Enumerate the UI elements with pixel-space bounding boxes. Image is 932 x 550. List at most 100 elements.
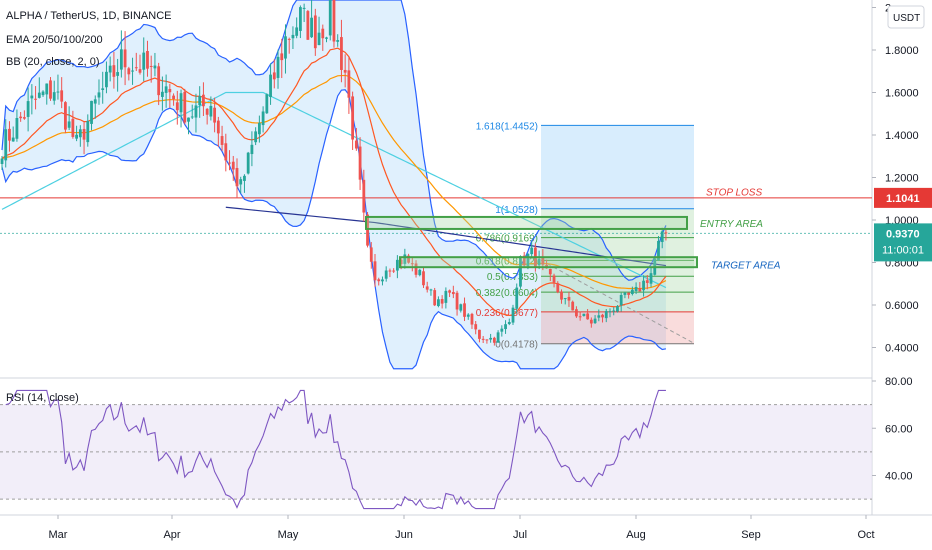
fib-level-label: 0.786(0.9169) bbox=[476, 234, 538, 245]
candle-body bbox=[172, 95, 175, 100]
candle-body bbox=[470, 313, 474, 325]
candle-body bbox=[261, 111, 265, 126]
candle-body bbox=[560, 291, 563, 300]
candle-body bbox=[183, 91, 187, 123]
candle-body bbox=[216, 120, 220, 134]
candle-body bbox=[616, 306, 619, 312]
candle-body bbox=[556, 283, 560, 293]
candle-body bbox=[187, 117, 190, 122]
rsi-legend: RSI (14, close) bbox=[6, 392, 79, 404]
fib-level-label: 0.618(0.8102) bbox=[476, 256, 538, 267]
bollinger-band-fill bbox=[2, 0, 666, 369]
candle-body bbox=[541, 257, 545, 265]
time-tick-label: May bbox=[278, 529, 299, 541]
candle-body bbox=[160, 91, 164, 97]
candle-body bbox=[179, 93, 183, 113]
time-tick-label: Jun bbox=[395, 529, 413, 541]
candle-body bbox=[358, 146, 362, 180]
time-tick-label: Oct bbox=[857, 529, 874, 541]
candle-body bbox=[638, 288, 642, 292]
candle-body bbox=[511, 307, 515, 323]
rsi-tick-label: 60.00 bbox=[885, 423, 913, 435]
candle-body bbox=[481, 338, 485, 340]
candle-body bbox=[351, 96, 355, 140]
candle-body bbox=[425, 286, 429, 290]
candle-body bbox=[112, 65, 116, 77]
currency-button-label: USDT bbox=[893, 13, 920, 24]
time-tick-label: Aug bbox=[626, 529, 646, 541]
symbol-title: ALPHA / TetherUS, 1D, BINANCE bbox=[6, 10, 172, 22]
candle-body bbox=[142, 52, 146, 70]
last-price-text: 0.9370 bbox=[886, 228, 920, 240]
candle-body bbox=[93, 99, 97, 104]
candle-body bbox=[597, 315, 601, 318]
candle-body bbox=[280, 53, 284, 61]
time-tick-label: Apr bbox=[163, 529, 180, 541]
candle-body bbox=[310, 17, 313, 38]
candle-body bbox=[272, 72, 276, 80]
candle-body bbox=[340, 37, 343, 70]
candle-body bbox=[463, 303, 466, 317]
candle-body bbox=[537, 258, 541, 266]
candle-body bbox=[448, 290, 451, 293]
candle-body bbox=[645, 280, 649, 283]
candle-body bbox=[492, 337, 496, 343]
candle-body bbox=[500, 328, 504, 332]
candle-body bbox=[8, 128, 11, 141]
candle-body bbox=[627, 292, 631, 295]
stop-loss-label: STOP LOSS bbox=[706, 188, 762, 199]
fib-level-label: 0(0.4178) bbox=[495, 340, 538, 351]
candle-body bbox=[37, 92, 41, 98]
candle-body bbox=[466, 314, 470, 317]
candle-body bbox=[381, 279, 384, 282]
entry-area-label: ENTRY AREA bbox=[700, 219, 763, 230]
bb-legend: BB (20, close, 2, 0) bbox=[6, 56, 100, 68]
candle-body bbox=[295, 27, 299, 36]
candle-body bbox=[313, 15, 317, 49]
candle-body bbox=[336, 40, 340, 42]
fib-level-label: 0.236(0.5677) bbox=[476, 308, 538, 319]
last-price-tag bbox=[874, 223, 932, 262]
currency-button-box bbox=[887, 5, 925, 29]
candle-body bbox=[489, 337, 493, 340]
candle-body bbox=[82, 128, 86, 140]
candle-body bbox=[86, 120, 90, 143]
candle-body bbox=[575, 309, 578, 317]
candle-body bbox=[601, 314, 604, 318]
currency-button[interactable]: USDT bbox=[887, 5, 925, 29]
candle-body bbox=[254, 131, 258, 143]
candle-body bbox=[149, 65, 153, 67]
candle-body bbox=[422, 271, 425, 286]
candle-body bbox=[138, 69, 142, 73]
candle-body bbox=[97, 92, 101, 98]
fib-zone-lower bbox=[541, 311, 694, 344]
candle-body bbox=[563, 298, 567, 300]
candle-body bbox=[153, 65, 157, 69]
candle-body bbox=[496, 332, 500, 343]
candle-body bbox=[414, 263, 418, 275]
candle-body bbox=[548, 268, 552, 275]
candle-body bbox=[269, 74, 272, 98]
candle-body bbox=[474, 324, 478, 330]
candle-body bbox=[213, 107, 217, 123]
ema-20-line bbox=[1, 47, 667, 317]
candle-body bbox=[123, 49, 127, 68]
candle-body bbox=[190, 116, 194, 118]
candle-body bbox=[373, 261, 377, 281]
candle-body bbox=[552, 275, 556, 283]
candle-body bbox=[642, 280, 645, 291]
ema-100-line bbox=[1, 91, 667, 289]
candle-body bbox=[209, 105, 213, 117]
candle-body bbox=[384, 270, 388, 279]
candle-body bbox=[354, 140, 358, 149]
candle-body bbox=[131, 70, 134, 72]
candle-body bbox=[608, 311, 612, 313]
candle-body bbox=[519, 256, 522, 287]
candle-body bbox=[455, 292, 459, 310]
candle-body bbox=[507, 322, 511, 325]
candle-body bbox=[220, 136, 224, 145]
candle-body bbox=[228, 162, 231, 164]
candle-body bbox=[332, 0, 336, 42]
